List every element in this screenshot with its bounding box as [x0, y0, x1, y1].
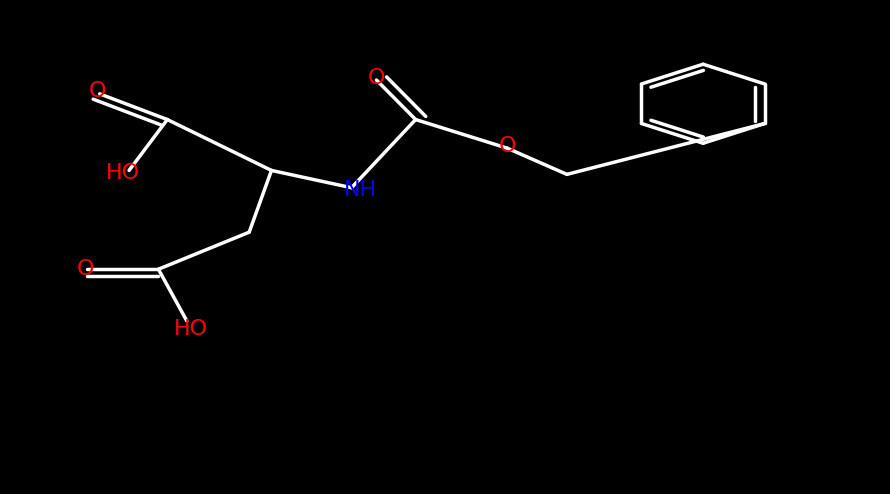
Text: HO: HO: [174, 319, 208, 338]
Text: HO: HO: [106, 163, 140, 183]
Text: O: O: [89, 82, 107, 101]
Text: NH: NH: [344, 180, 377, 200]
Text: O: O: [498, 136, 516, 156]
Text: O: O: [368, 68, 385, 87]
Text: O: O: [77, 259, 94, 279]
